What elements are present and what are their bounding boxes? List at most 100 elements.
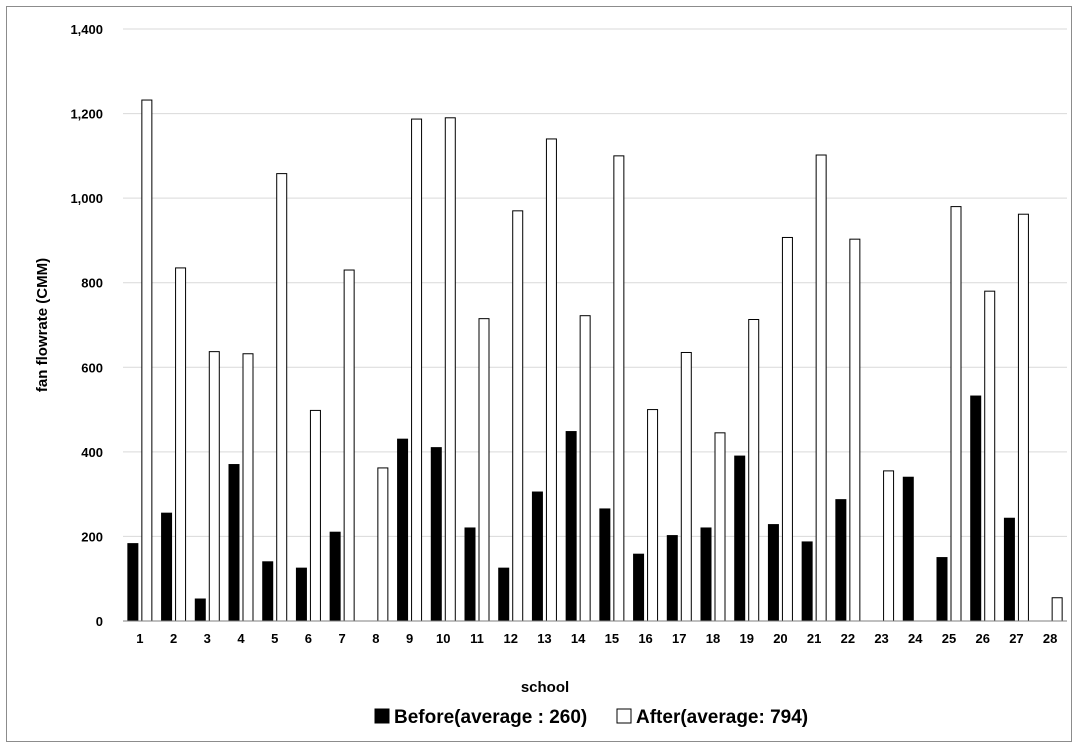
y-tick-label: 800 — [81, 276, 103, 291]
x-tick-label: 23 — [874, 631, 888, 646]
bar-before — [329, 531, 341, 622]
bar-after — [1051, 597, 1063, 622]
x-tick-label: 14 — [571, 631, 586, 646]
bar-after — [714, 432, 726, 622]
bar-after — [613, 155, 625, 622]
bar-before — [295, 567, 307, 622]
bars — [127, 99, 1063, 622]
x-tick-label: 1 — [136, 631, 143, 646]
x-tick-label: 22 — [841, 631, 855, 646]
y-tick-label: 200 — [81, 529, 103, 544]
bar-after — [984, 290, 996, 622]
x-tick-labels: 1 2 3 4 5 6 7 8 9 10 11 12 13 14 15 16 17 18 19 20 21 22 23 24 2… — [136, 631, 1057, 646]
x-tick-label: 16 — [638, 631, 652, 646]
x-axis-title: school — [521, 679, 569, 696]
x-tick-label: 17 — [672, 631, 686, 646]
bar-after — [849, 238, 861, 622]
bar-after — [343, 269, 355, 622]
bar-after — [478, 318, 490, 622]
y-tick-label: 600 — [81, 360, 103, 375]
x-tick-label: 10 — [436, 631, 450, 646]
bar-before — [666, 535, 678, 622]
bar-before — [228, 464, 240, 622]
bar-before — [801, 541, 813, 622]
legend: Before(average : 260) After(average: 794) — [374, 707, 808, 728]
bar-before — [498, 567, 510, 622]
bar-before — [430, 447, 442, 622]
bar-before — [194, 598, 206, 622]
x-tick-label: 8 — [372, 631, 379, 646]
y-tick-labels: 0 200 400 600 800 1,000 1,200 1,400 — [70, 22, 103, 629]
bar-before — [397, 438, 409, 622]
bar-after — [141, 99, 153, 622]
y-tick-label: 1,400 — [70, 22, 103, 37]
y-axis-title: fan flowrate (CMM) — [34, 258, 51, 392]
bar-after — [377, 467, 389, 622]
bar-after — [545, 138, 557, 622]
y-tick-label: 400 — [81, 445, 103, 460]
bar-after — [208, 351, 220, 622]
bar-after — [647, 409, 659, 622]
gridlines — [123, 28, 1067, 537]
x-tick-label: 9 — [406, 631, 413, 646]
x-tick-label: 3 — [204, 631, 211, 646]
x-tick-label: 21 — [807, 631, 821, 646]
bar-before — [565, 431, 577, 622]
bar-after — [444, 117, 456, 622]
x-tick-label: 25 — [942, 631, 956, 646]
bar-before — [970, 395, 982, 622]
x-tick-label: 19 — [739, 631, 753, 646]
bar-after — [883, 470, 895, 622]
chart-frame: 0 200 400 600 800 1,000 1,200 1,400 1 2 3 4 5 6 7 8 9 10… — [6, 6, 1072, 742]
bar-after — [815, 154, 827, 622]
x-tick-label: 15 — [605, 631, 619, 646]
legend-label: After(average: 794) — [636, 707, 808, 728]
x-tick-label: 13 — [537, 631, 551, 646]
bar-before — [902, 476, 914, 622]
bar-after — [512, 210, 524, 622]
x-tick-label: 6 — [305, 631, 312, 646]
x-tick-label: 7 — [339, 631, 346, 646]
legend-label: Before(average : 260) — [394, 707, 587, 728]
bar-before — [531, 491, 543, 622]
bar-after — [242, 353, 254, 622]
x-tick-label: 18 — [706, 631, 720, 646]
bar-after — [411, 118, 423, 622]
x-tick-label: 24 — [908, 631, 923, 646]
x-tick-label: 20 — [773, 631, 787, 646]
bar-before — [127, 543, 139, 622]
bar-before — [1003, 517, 1015, 622]
bar-before — [835, 499, 847, 622]
bar-after — [950, 206, 962, 622]
x-tick-label: 26 — [975, 631, 989, 646]
bar-after — [1017, 213, 1029, 622]
bar-after — [175, 267, 187, 622]
bar-before — [464, 527, 476, 622]
bar-before — [633, 553, 645, 622]
x-tick-label: 12 — [503, 631, 517, 646]
y-tick-label: 1,000 — [70, 191, 103, 206]
x-tick-label: 28 — [1043, 631, 1057, 646]
bar-before — [262, 561, 274, 622]
x-tick-label: 2 — [170, 631, 177, 646]
bar-before — [161, 512, 173, 622]
legend-swatch — [374, 708, 390, 724]
y-tick-label: 0 — [96, 614, 103, 629]
y-tick-label: 1,200 — [70, 107, 103, 122]
bar-before — [599, 508, 611, 622]
bar-after — [680, 351, 692, 622]
x-tick-label: 4 — [237, 631, 245, 646]
bar-after — [748, 319, 760, 622]
bar-after — [579, 315, 591, 622]
bar-before — [767, 524, 779, 622]
bar-before — [700, 527, 712, 622]
x-tick-label: 5 — [271, 631, 278, 646]
bar-before — [734, 455, 746, 622]
bar-before — [936, 557, 948, 622]
bar-after — [309, 409, 321, 622]
x-tick-label: 27 — [1009, 631, 1023, 646]
x-tick-label: 11 — [470, 631, 484, 646]
bar-after — [781, 236, 793, 622]
legend-swatch — [616, 708, 632, 724]
